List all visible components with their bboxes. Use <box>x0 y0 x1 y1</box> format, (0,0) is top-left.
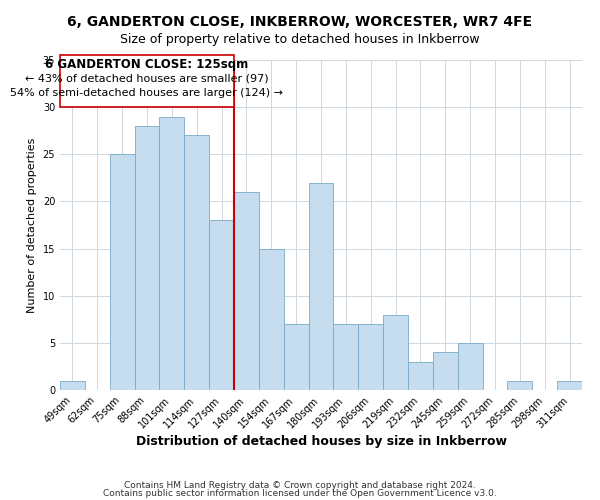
Bar <box>209 220 234 390</box>
Bar <box>557 380 582 390</box>
Bar <box>408 362 433 390</box>
Text: 6 GANDERTON CLOSE: 125sqm: 6 GANDERTON CLOSE: 125sqm <box>46 58 248 71</box>
Text: Size of property relative to detached houses in Inkberrow: Size of property relative to detached ho… <box>120 32 480 46</box>
Bar <box>358 324 383 390</box>
Bar <box>259 248 284 390</box>
Bar <box>284 324 308 390</box>
Bar <box>383 314 408 390</box>
Bar <box>134 126 160 390</box>
Text: Contains public sector information licensed under the Open Government Licence v3: Contains public sector information licen… <box>103 490 497 498</box>
Bar <box>508 380 532 390</box>
Text: 6, GANDERTON CLOSE, INKBERROW, WORCESTER, WR7 4FE: 6, GANDERTON CLOSE, INKBERROW, WORCESTER… <box>67 15 533 29</box>
FancyBboxPatch shape <box>60 56 234 107</box>
Text: ← 43% of detached houses are smaller (97): ← 43% of detached houses are smaller (97… <box>25 74 269 84</box>
X-axis label: Distribution of detached houses by size in Inkberrow: Distribution of detached houses by size … <box>136 436 506 448</box>
Bar <box>110 154 134 390</box>
Text: Contains HM Land Registry data © Crown copyright and database right 2024.: Contains HM Land Registry data © Crown c… <box>124 480 476 490</box>
Bar <box>308 182 334 390</box>
Bar <box>60 380 85 390</box>
Text: 54% of semi-detached houses are larger (124) →: 54% of semi-detached houses are larger (… <box>11 88 284 98</box>
Bar <box>234 192 259 390</box>
Bar <box>160 116 184 390</box>
Bar <box>458 343 482 390</box>
Y-axis label: Number of detached properties: Number of detached properties <box>27 138 37 312</box>
Bar <box>184 136 209 390</box>
Bar <box>433 352 458 390</box>
Bar <box>334 324 358 390</box>
